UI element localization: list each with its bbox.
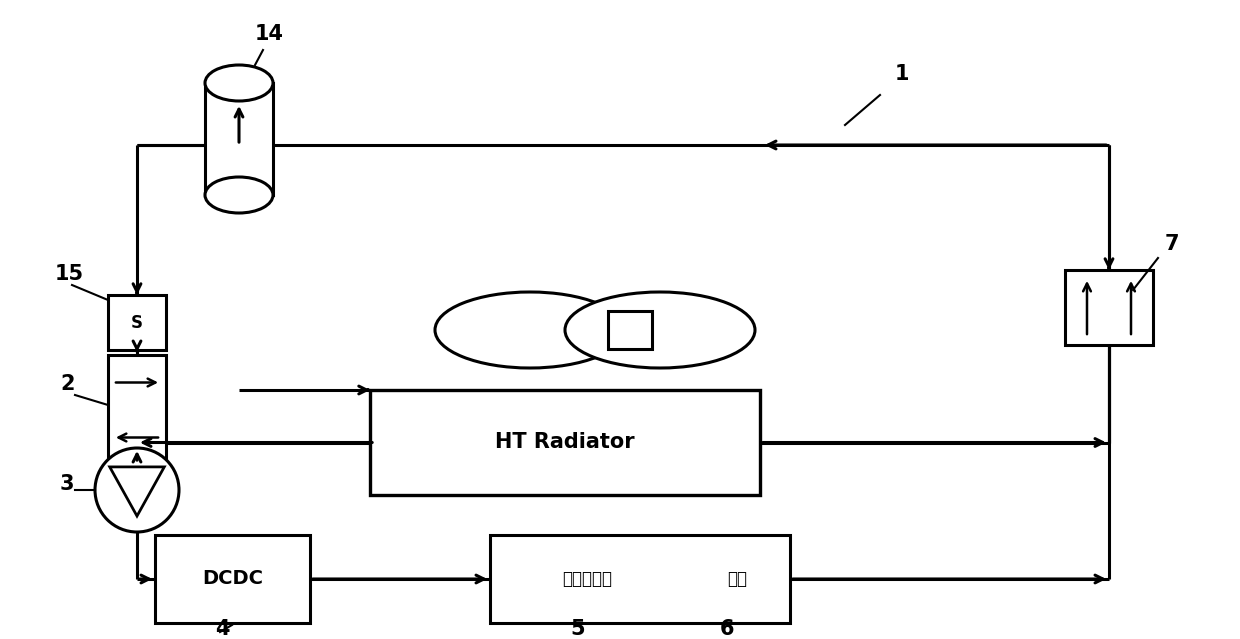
Text: 15: 15 (55, 264, 84, 284)
Bar (1065, 270, 1153, 345)
Bar (108, 355, 166, 465)
Text: 3: 3 (60, 474, 74, 494)
Polygon shape (109, 467, 164, 516)
Ellipse shape (435, 292, 625, 368)
Bar (155, 535, 310, 623)
Text: 1: 1 (895, 64, 909, 84)
Ellipse shape (205, 65, 273, 101)
Ellipse shape (565, 292, 755, 368)
Text: 7: 7 (1166, 234, 1179, 254)
Text: S: S (131, 314, 143, 332)
Text: 电机: 电机 (728, 570, 748, 588)
Text: 电机控制器: 电机控制器 (563, 570, 613, 588)
Ellipse shape (205, 177, 273, 213)
Text: DCDC: DCDC (202, 569, 263, 589)
Text: 14: 14 (255, 24, 284, 44)
Text: 4: 4 (215, 619, 229, 639)
Bar (370, 390, 760, 495)
Bar (490, 535, 790, 623)
Circle shape (95, 448, 179, 532)
Bar (608, 311, 652, 349)
Bar (205, 83, 273, 195)
Text: 5: 5 (570, 619, 584, 639)
Text: 2: 2 (60, 374, 74, 394)
Bar (108, 295, 166, 350)
Text: 6: 6 (720, 619, 734, 639)
Text: HT Radiator: HT Radiator (495, 433, 635, 452)
